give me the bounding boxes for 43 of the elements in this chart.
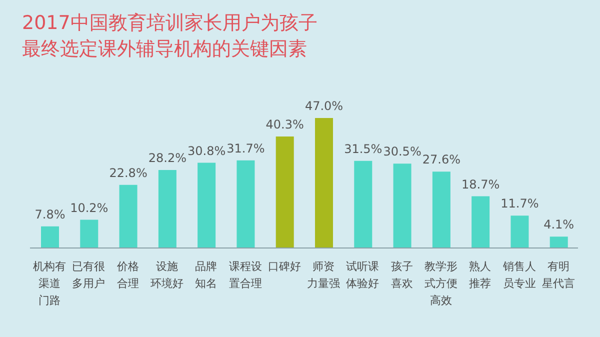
bar [472,196,490,248]
data-label: 22.8% [109,166,148,180]
data-label: 4.1% [544,218,574,232]
bar [119,184,138,248]
data-label: 18.7% [462,177,500,192]
x-tick-label: 品牌知名 [195,260,218,290]
x-tick-label: 师资力量强 [307,260,340,290]
bar [432,172,450,248]
x-tick-label: 孩子喜欢 [390,260,413,290]
bar [354,160,372,248]
data-label: 30.5% [383,144,422,159]
bar [315,118,333,248]
x-tick-label: 教学形式方便高效 [424,260,458,307]
data-label: 30.8% [188,144,226,158]
bar [80,220,98,248]
data-label: 11.7% [500,196,539,211]
x-tick-label: 课程设置合理 [228,260,262,290]
data-label: 28.2% [148,151,186,165]
bar [393,164,412,248]
x-tick-label: 熟人推荐 [469,260,492,290]
x-tick-label: 设施环境好 [150,260,184,290]
x-tick-label: 有明星代言 [542,260,575,290]
x-tick-label: 销售人员专业 [502,260,536,290]
data-label: 40.3% [266,118,304,132]
bar [158,170,176,248]
bar [550,236,568,248]
bar [276,136,294,248]
bar [41,226,59,248]
data-label: 27.6% [422,152,460,167]
data-label: 7.8% [34,207,66,222]
x-tick-label: 价格合理 [116,260,139,290]
bar [510,216,529,248]
data-label: 31.5% [344,142,382,156]
x-tick-label: 机构有渠道门路 [33,260,66,307]
bar [198,162,216,248]
data-label: 47.0% [304,99,344,113]
x-tick-label: 试听课体验好 [346,260,380,290]
data-label: 10.2% [70,200,108,215]
bar [236,160,255,248]
chart-title: 2017中国教育培训家长用户为孩子最终选定课外辅导机构的关键因素 [22,11,318,62]
x-tick-label: 已有很多用户 [72,260,106,290]
x-tick-label: 口碑好 [268,260,301,273]
data-label: 31.7% [226,141,265,156]
